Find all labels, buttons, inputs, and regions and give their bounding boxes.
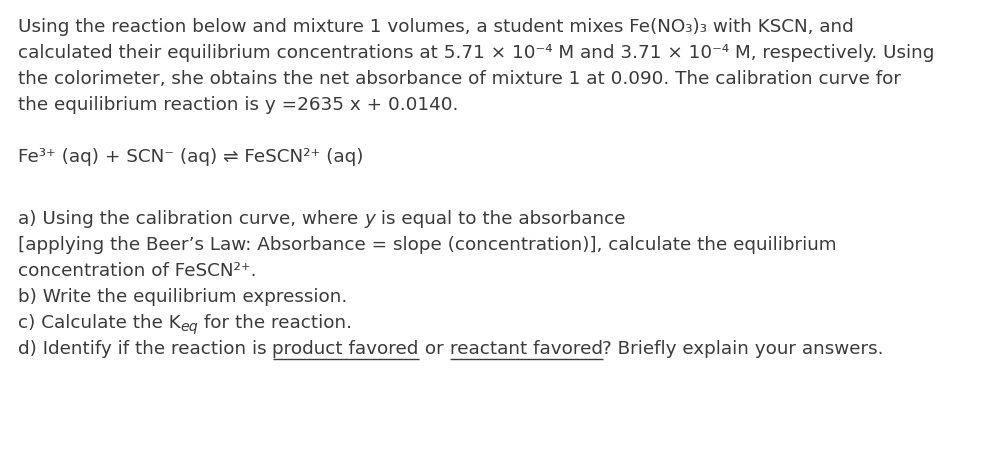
- Text: or: or: [418, 340, 449, 358]
- Text: eq: eq: [180, 320, 198, 334]
- Text: [applying the Beer’s Law: Absorbance = slope (concentration)], calculate the equ: [applying the Beer’s Law: Absorbance = s…: [18, 236, 836, 254]
- Text: the equilibrium reaction is y =2635 x + 0.0140.: the equilibrium reaction is y =2635 x + …: [18, 96, 458, 114]
- Text: a) Using the calibration curve, where: a) Using the calibration curve, where: [18, 210, 364, 228]
- Text: d) Identify if the reaction is: d) Identify if the reaction is: [18, 340, 272, 358]
- Text: c) Calculate the K: c) Calculate the K: [18, 314, 180, 332]
- Text: b) Write the equilibrium expression.: b) Write the equilibrium expression.: [18, 288, 347, 306]
- Text: Using the reaction below and mixture 1 volumes, a student mixes Fe(NO₃)₃ with KS: Using the reaction below and mixture 1 v…: [18, 18, 853, 36]
- Text: reactant favored: reactant favored: [449, 340, 601, 358]
- Text: calculated their equilibrium concentrations at 5.71 × 10⁻⁴ M and 3.71 × 10⁻⁴ M, : calculated their equilibrium concentrati…: [18, 44, 934, 62]
- Text: is equal to the absorbance: is equal to the absorbance: [375, 210, 625, 228]
- Text: y: y: [364, 210, 375, 228]
- Text: the colorimeter, she obtains the net absorbance of mixture 1 at 0.090. The calib: the colorimeter, she obtains the net abs…: [18, 70, 900, 88]
- Text: concentration of FeSCN²⁺.: concentration of FeSCN²⁺.: [18, 262, 256, 280]
- Text: product favored: product favored: [272, 340, 418, 358]
- Text: for the reaction.: for the reaction.: [198, 314, 352, 332]
- Text: ? Briefly explain your answers.: ? Briefly explain your answers.: [601, 340, 883, 358]
- Text: Fe³⁺ (aq) + SCN⁻ (aq) ⇌ FeSCN²⁺ (aq): Fe³⁺ (aq) + SCN⁻ (aq) ⇌ FeSCN²⁺ (aq): [18, 148, 363, 166]
